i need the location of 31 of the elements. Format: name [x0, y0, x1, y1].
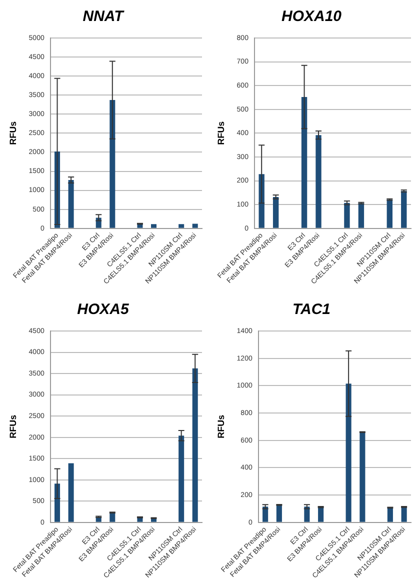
- bar: [318, 507, 324, 522]
- chart-title: NNAT: [82, 8, 126, 26]
- bar: [262, 506, 268, 522]
- bar: [192, 368, 198, 522]
- bar: [316, 135, 322, 228]
- bar: [68, 463, 74, 522]
- bar: [178, 436, 184, 522]
- bar: [386, 200, 392, 228]
- y-axis-title: RFUs: [216, 414, 226, 438]
- chart-title: TAC1: [292, 301, 331, 318]
- bar: [401, 506, 407, 522]
- bar: [387, 508, 393, 522]
- bar: [68, 180, 74, 228]
- bar: [344, 202, 350, 228]
- bar: [272, 196, 279, 228]
- bar: [304, 506, 310, 522]
- bar: [192, 224, 198, 228]
- bar: [401, 191, 407, 228]
- y-axis-title: RFUs: [216, 121, 226, 145]
- y-axis-title: RFUs: [8, 414, 18, 438]
- bar: [151, 224, 157, 228]
- bar: [346, 384, 352, 522]
- y-axis-title: RFUs: [8, 121, 18, 145]
- bar: [301, 97, 308, 228]
- bar: [178, 224, 184, 228]
- bar: [360, 432, 366, 522]
- bar: [276, 504, 282, 522]
- bar: [358, 203, 364, 228]
- chart-title: HOXA10: [281, 8, 342, 26]
- bar: [110, 100, 116, 228]
- chart-title: HOXA5: [77, 301, 130, 318]
